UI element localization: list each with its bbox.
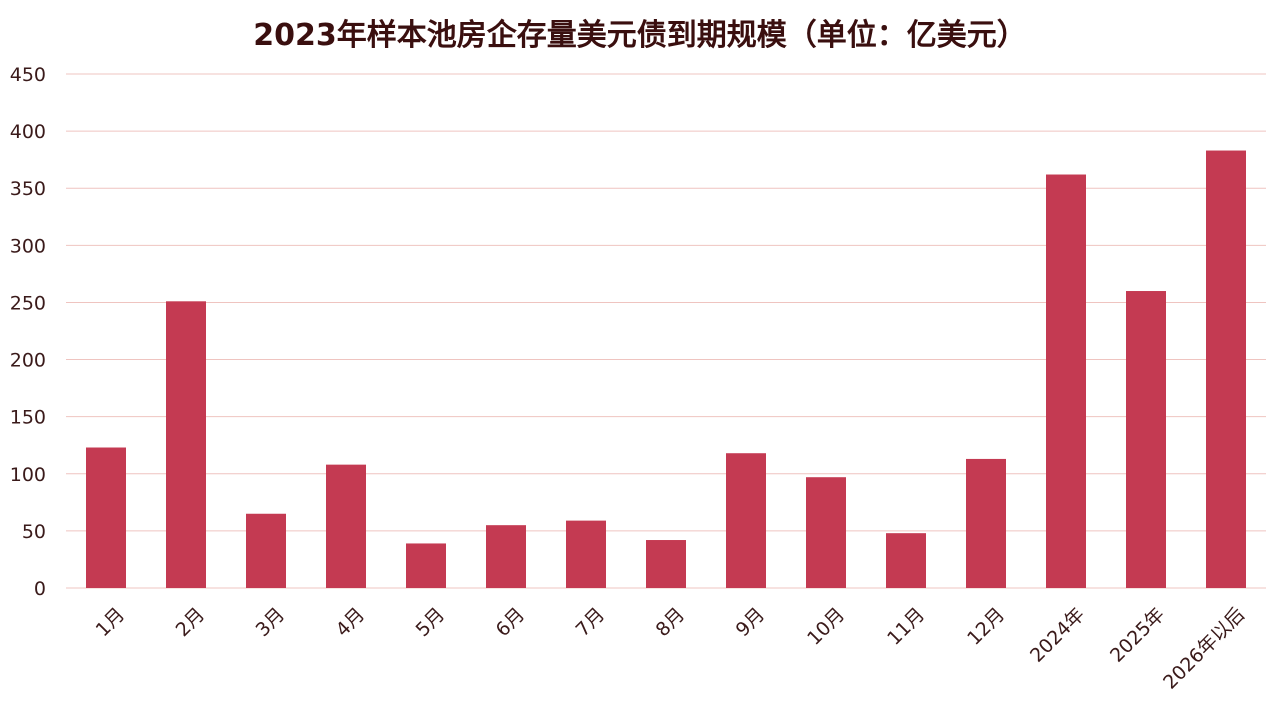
- bar: [166, 301, 206, 588]
- x-tick-label: 8月: [652, 604, 690, 642]
- bar: [1046, 174, 1086, 588]
- x-tick-label: 2月: [172, 604, 210, 642]
- bar: [1126, 291, 1166, 588]
- x-tick-label: 10月: [803, 604, 849, 650]
- bar: [646, 540, 686, 588]
- bar: [726, 453, 766, 588]
- chart-title: 2023年样本池房企存量美元债到期规模（单位：亿美元）: [253, 18, 1027, 53]
- y-tick-label: 200: [10, 350, 46, 372]
- x-tick-label: 6月: [492, 604, 530, 642]
- x-tick-label: 9月: [732, 604, 770, 642]
- y-tick-label: 100: [10, 464, 46, 486]
- bar: [1206, 150, 1246, 589]
- x-tick-label: 3月: [252, 604, 290, 642]
- y-tick-label: 350: [10, 178, 46, 200]
- bar: [806, 477, 846, 588]
- x-tick-label: 5月: [412, 604, 450, 642]
- y-tick-label: 250: [10, 292, 46, 314]
- x-tick-label: 12月: [963, 604, 1009, 650]
- bar: [566, 520, 606, 588]
- y-tick-label: 400: [10, 121, 46, 143]
- bar: [966, 458, 1006, 588]
- bar: [86, 447, 126, 588]
- bar: [326, 464, 366, 588]
- bar: [886, 533, 926, 588]
- bar: [246, 513, 286, 588]
- x-tick-label: 11月: [883, 604, 929, 650]
- y-tick-label: 300: [10, 235, 46, 257]
- y-tick-label: 450: [10, 64, 46, 86]
- x-tick-label: 7月: [572, 604, 610, 642]
- x-tick-label: 2025年: [1106, 604, 1169, 667]
- y-tick-label: 0: [34, 578, 46, 600]
- x-tick-label: 2026年以后: [1159, 604, 1249, 694]
- bar: [486, 525, 526, 588]
- y-tick-label: 150: [10, 407, 46, 429]
- y-tick-label: 50: [22, 521, 46, 543]
- x-tick-label: 2024年: [1026, 604, 1089, 667]
- x-tick-label: 4月: [332, 604, 370, 642]
- x-tick-label: 1月: [92, 604, 130, 642]
- bar: [406, 543, 446, 588]
